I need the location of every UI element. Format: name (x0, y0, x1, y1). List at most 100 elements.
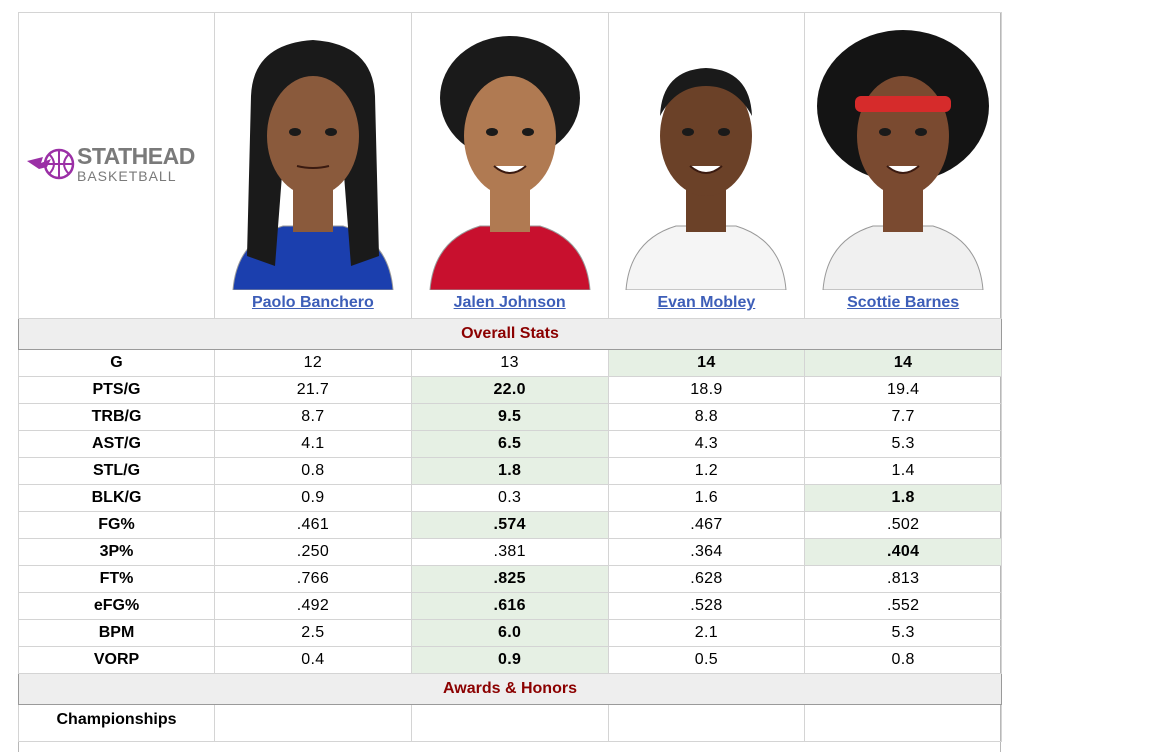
logo-wordmark-bottom: BASKETBALL (77, 167, 177, 184)
stat-value: .766 (214, 565, 412, 593)
stat-value: 0.8 (804, 646, 1002, 674)
stat-row: FG% .461.574.467.502 (18, 511, 1002, 539)
stat-value: 14 (607, 349, 806, 377)
award-value (607, 704, 806, 742)
player-name-link[interactable]: Scottie Barnes (847, 294, 960, 311)
stat-value: 22.0 (410, 376, 609, 404)
stat-value: .628 (607, 565, 806, 593)
stat-value: 0.9 (410, 646, 609, 674)
award-value (410, 704, 609, 742)
stat-value: 7.7 (804, 403, 1002, 431)
stat-value: .825 (410, 565, 609, 593)
stat-value: 4.1 (214, 430, 412, 458)
player-comparison-table: STATHEAD BASKETBALL Paolo Banchero Jalen… (18, 12, 1002, 742)
stat-value: .250 (214, 538, 412, 566)
stat-row: 3P% .250.381.364.404 (18, 538, 1002, 566)
section-title: Awards & Honors (18, 673, 1002, 705)
headshot-illustration (813, 26, 994, 290)
stat-value: 8.7 (214, 403, 412, 431)
stat-row: AST/G 4.1 6.5 4.3 5.3 (18, 430, 1002, 458)
stat-value: .467 (607, 511, 806, 539)
stat-value: 6.0 (410, 619, 609, 647)
player-headshot (813, 26, 994, 290)
stat-value: .552 (804, 592, 1002, 620)
stat-value: 5.3 (804, 619, 1002, 647)
stat-value: .616 (410, 592, 609, 620)
stat-value: .528 (607, 592, 806, 620)
award-row: Championships (18, 704, 1002, 742)
stat-label: 3P% (18, 538, 215, 566)
stat-value: .364 (607, 538, 806, 566)
stat-row: BPM 2.5 6.0 2.1 5.3 (18, 619, 1002, 647)
stat-label: BLK/G (18, 484, 215, 512)
stat-label: FG% (18, 511, 215, 539)
stat-value: 6.5 (410, 430, 609, 458)
stat-row: STL/G 0.8 1.8 1.2 1.4 (18, 457, 1002, 485)
stat-value: .574 (410, 511, 609, 539)
stat-value: 2.1 (607, 619, 806, 647)
stat-row: FT% .766.825.628.813 (18, 565, 1002, 593)
stat-value: 0.9 (214, 484, 412, 512)
player-header-row: STATHEAD BASKETBALL Paolo Banchero Jalen… (18, 12, 1002, 319)
stat-value: 9.5 (410, 403, 609, 431)
stat-value: .404 (804, 538, 1002, 566)
stathead-logo[interactable]: STATHEAD BASKETBALL (25, 142, 214, 184)
stat-label: VORP (18, 646, 215, 674)
stat-value: .381 (410, 538, 609, 566)
award-label: Championships (18, 704, 215, 742)
stat-value: 0.8 (214, 457, 412, 485)
player-column-header: Paolo Banchero (214, 12, 412, 319)
stat-value: 1.4 (804, 457, 1002, 485)
stat-value: 1.6 (607, 484, 806, 512)
stat-value: 4.3 (607, 430, 806, 458)
stat-row: eFG% .492.616.528.552 (18, 592, 1002, 620)
stat-label: FT% (18, 565, 215, 593)
stat-value: 1.8 (410, 457, 609, 485)
stat-label: PTS/G (18, 376, 215, 404)
stat-label: AST/G (18, 430, 215, 458)
stat-value: 12 (214, 349, 412, 377)
stat-value: 0.3 (410, 484, 609, 512)
stat-value: 13 (410, 349, 609, 377)
award-value (804, 704, 1002, 742)
stat-value: 0.4 (214, 646, 412, 674)
logo-cell: STATHEAD BASKETBALL (18, 12, 215, 319)
stat-row: G 12 13 14 14 (18, 349, 1002, 377)
stat-value: .492 (214, 592, 412, 620)
player-column-header: Jalen Johnson (410, 12, 609, 319)
player-column-header: Scottie Barnes (804, 12, 1002, 319)
stat-value: .502 (804, 511, 1002, 539)
player-headshot (222, 26, 403, 290)
stat-value: 14 (804, 349, 1002, 377)
stat-value: .813 (804, 565, 1002, 593)
section-title: Overall Stats (18, 318, 1002, 350)
stat-value: 18.9 (607, 376, 806, 404)
stat-row: BLK/G 0.9 0.3 1.6 1.8 (18, 484, 1002, 512)
stat-value: 19.4 (804, 376, 1002, 404)
stat-value: 1.2 (607, 457, 806, 485)
award-value (214, 704, 412, 742)
stat-label: BPM (18, 619, 215, 647)
player-name-link[interactable]: Jalen Johnson (453, 294, 566, 311)
section-header-awards: Awards & Honors (18, 673, 1002, 705)
stat-value: 2.5 (214, 619, 412, 647)
stat-label: G (18, 349, 215, 377)
headshot-illustration (419, 26, 600, 290)
stat-value: .461 (214, 511, 412, 539)
stat-label: TRB/G (18, 403, 215, 431)
basketball-logo-icon (27, 148, 75, 179)
stat-row: TRB/G 8.7 9.5 8.8 7.7 (18, 403, 1002, 431)
headshot-illustration (616, 26, 797, 290)
player-name-link[interactable]: Paolo Banchero (251, 294, 374, 311)
stat-value: 1.8 (804, 484, 1002, 512)
stat-value: 5.3 (804, 430, 1002, 458)
section-header-overall: Overall Stats (18, 318, 1002, 350)
player-name-link[interactable]: Evan Mobley (657, 294, 756, 311)
stat-value: 21.7 (214, 376, 412, 404)
player-column-header: Evan Mobley (607, 12, 806, 319)
logo-wordmark-top: STATHEAD (77, 142, 195, 169)
player-headshot (616, 26, 797, 290)
stat-value: 8.8 (607, 403, 806, 431)
player-headshot (419, 26, 600, 290)
stat-label: eFG% (18, 592, 215, 620)
